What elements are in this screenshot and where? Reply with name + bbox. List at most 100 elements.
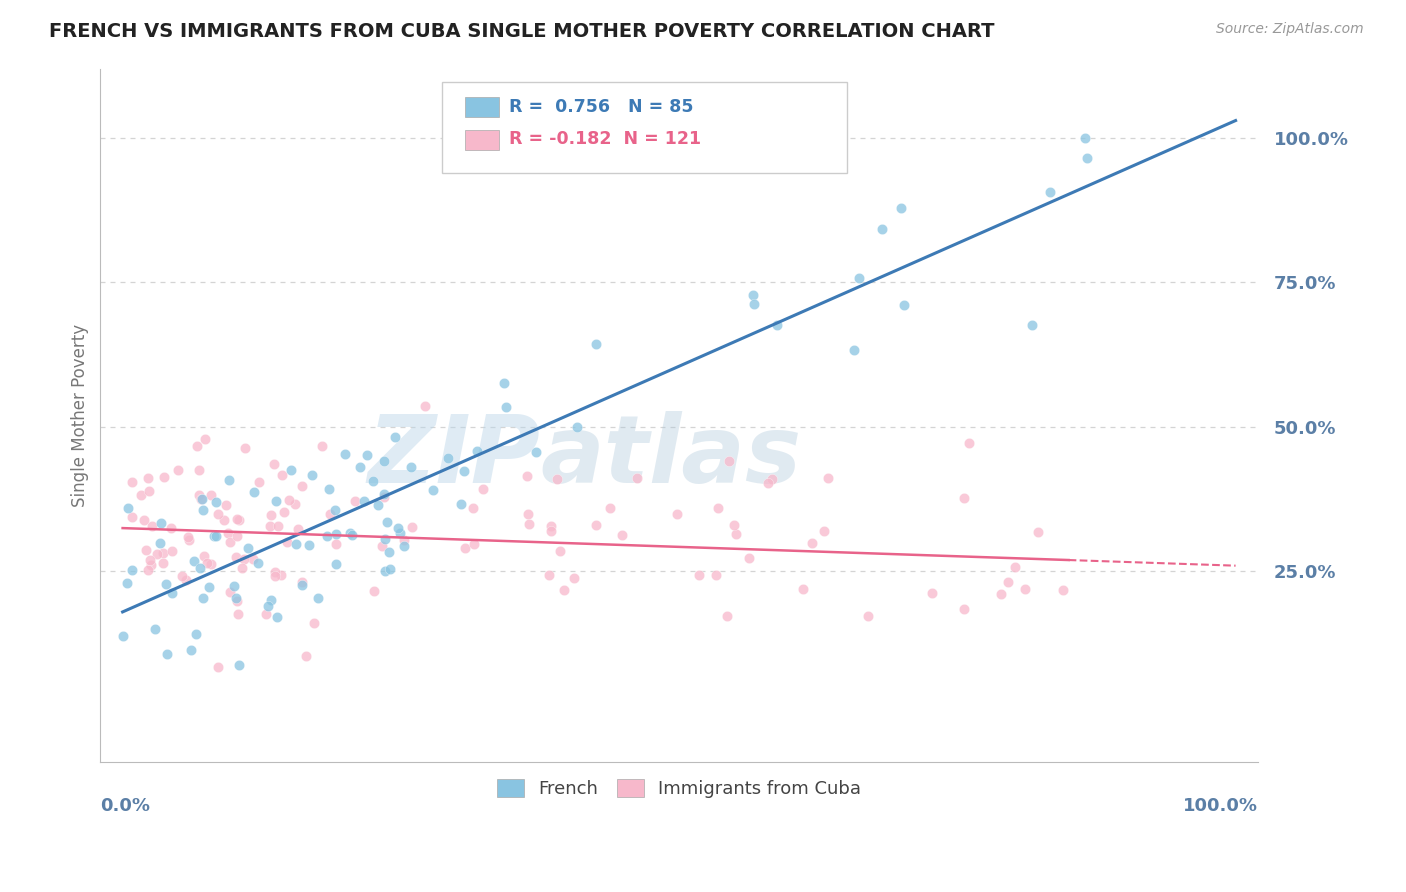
Point bbox=[195, 556, 218, 570]
Point bbox=[200, 557, 222, 571]
Point bbox=[704, 567, 727, 582]
Point bbox=[188, 561, 211, 575]
Point bbox=[494, 376, 516, 390]
Point bbox=[225, 549, 247, 564]
Point bbox=[287, 522, 309, 536]
Point bbox=[198, 580, 221, 594]
Point bbox=[665, 507, 688, 521]
Point bbox=[136, 563, 159, 577]
Point bbox=[361, 475, 384, 489]
Point bbox=[242, 485, 264, 500]
Text: ZIP: ZIP bbox=[367, 411, 540, 503]
Text: R =  0.756   N = 85: R = 0.756 N = 85 bbox=[509, 97, 693, 116]
Point bbox=[184, 627, 207, 641]
Point bbox=[115, 575, 138, 590]
Point bbox=[217, 525, 239, 540]
Point bbox=[311, 439, 333, 453]
Point bbox=[194, 432, 217, 446]
Point bbox=[219, 585, 242, 599]
Point bbox=[538, 568, 561, 582]
Point bbox=[375, 515, 398, 529]
Point bbox=[716, 609, 738, 624]
Point bbox=[585, 337, 607, 351]
Point bbox=[792, 582, 814, 596]
Point bbox=[370, 540, 392, 554]
Point bbox=[117, 500, 139, 515]
Point bbox=[610, 528, 633, 542]
Point bbox=[817, 471, 839, 485]
Point bbox=[356, 448, 378, 462]
Point bbox=[207, 507, 229, 521]
Point bbox=[228, 513, 250, 527]
Point bbox=[349, 460, 371, 475]
Point bbox=[204, 495, 226, 509]
Point bbox=[413, 400, 436, 414]
Point bbox=[953, 491, 976, 505]
Point bbox=[138, 483, 160, 498]
Point bbox=[325, 558, 347, 572]
FancyBboxPatch shape bbox=[465, 97, 499, 117]
Point bbox=[1039, 185, 1062, 199]
Point bbox=[219, 534, 242, 549]
FancyBboxPatch shape bbox=[441, 82, 846, 172]
Point bbox=[276, 535, 298, 549]
Y-axis label: Single Mother Poverty: Single Mother Poverty bbox=[72, 324, 89, 507]
Text: R = -0.182  N = 121: R = -0.182 N = 121 bbox=[509, 130, 702, 148]
Point bbox=[149, 536, 172, 550]
Point bbox=[921, 586, 943, 600]
Point bbox=[387, 521, 409, 535]
Point bbox=[112, 629, 135, 643]
Text: FRENCH VS IMMIGRANTS FROM CUBA SINGLE MOTHER POVERTY CORRELATION CHART: FRENCH VS IMMIGRANTS FROM CUBA SINGLE MO… bbox=[49, 22, 994, 41]
Point bbox=[193, 591, 215, 606]
Point bbox=[813, 524, 835, 538]
Point bbox=[174, 574, 197, 588]
Point bbox=[997, 575, 1019, 590]
Point bbox=[343, 494, 366, 508]
Point bbox=[264, 494, 287, 508]
Point bbox=[315, 529, 337, 543]
Point bbox=[176, 530, 198, 544]
Point bbox=[626, 470, 648, 484]
Point bbox=[153, 470, 176, 484]
Point bbox=[121, 475, 143, 489]
Point bbox=[717, 454, 740, 468]
Point bbox=[1028, 525, 1050, 540]
FancyBboxPatch shape bbox=[465, 129, 499, 150]
Point bbox=[215, 498, 238, 512]
Point bbox=[225, 529, 247, 543]
Point bbox=[238, 541, 260, 555]
Point bbox=[742, 287, 765, 301]
Point bbox=[367, 498, 389, 512]
Point bbox=[254, 607, 277, 621]
Point bbox=[399, 459, 422, 474]
Point bbox=[318, 483, 340, 497]
Point bbox=[373, 490, 395, 504]
Point bbox=[422, 483, 444, 497]
Point bbox=[307, 591, 329, 605]
Point bbox=[392, 533, 415, 547]
Point bbox=[260, 508, 283, 522]
Point bbox=[553, 583, 575, 598]
Point bbox=[278, 493, 301, 508]
Point bbox=[136, 471, 159, 485]
Point bbox=[156, 647, 179, 661]
Point bbox=[226, 607, 249, 621]
Point bbox=[1014, 582, 1036, 596]
Point bbox=[564, 571, 586, 585]
Point bbox=[264, 569, 287, 583]
Point bbox=[599, 501, 621, 516]
Point bbox=[1021, 318, 1043, 333]
Point bbox=[461, 500, 484, 515]
Point bbox=[193, 549, 215, 564]
Point bbox=[160, 586, 183, 600]
Point bbox=[188, 488, 211, 502]
Point bbox=[202, 529, 225, 543]
Point bbox=[191, 503, 214, 517]
Point bbox=[384, 430, 406, 444]
Point bbox=[200, 488, 222, 502]
Point bbox=[271, 468, 294, 483]
Point bbox=[263, 457, 285, 471]
Point bbox=[302, 615, 325, 630]
Point bbox=[495, 401, 517, 415]
Point bbox=[388, 525, 411, 540]
